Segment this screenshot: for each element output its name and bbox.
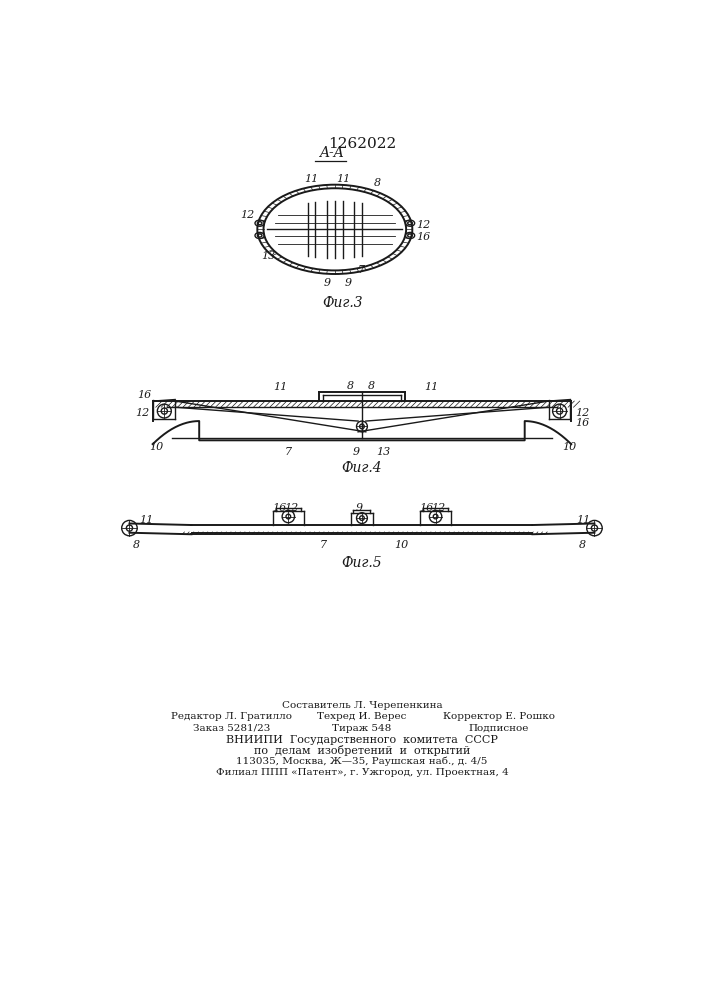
Text: Корректор Е. Рошко: Корректор Е. Рошко xyxy=(443,712,555,721)
Text: 7: 7 xyxy=(284,447,291,457)
Text: Фиг.4: Фиг.4 xyxy=(341,461,382,475)
Text: 13: 13 xyxy=(261,251,276,261)
Text: 8: 8 xyxy=(368,381,375,391)
Text: 12: 12 xyxy=(416,220,431,230)
Text: 9: 9 xyxy=(356,503,363,513)
Text: Редактор Л. Гратилло: Редактор Л. Гратилло xyxy=(171,712,292,721)
Text: 10: 10 xyxy=(395,540,409,550)
Text: 8: 8 xyxy=(346,381,354,391)
Text: Филиал ППП «Патент», г. Ужгород, ул. Проектная, 4: Филиал ППП «Патент», г. Ужгород, ул. Про… xyxy=(216,768,508,777)
Text: 8: 8 xyxy=(579,540,586,550)
Text: 10: 10 xyxy=(149,442,163,452)
Text: Техред И. Верес: Техред И. Верес xyxy=(317,712,407,721)
Text: 12: 12 xyxy=(575,408,590,418)
Text: 16: 16 xyxy=(137,390,151,400)
Text: 11: 11 xyxy=(273,382,287,392)
Text: A-A: A-A xyxy=(319,146,344,160)
Text: 8: 8 xyxy=(373,178,380,188)
Text: Тираж 548: Тираж 548 xyxy=(332,724,392,733)
Text: 12: 12 xyxy=(136,408,150,418)
Text: Фиг.5: Фиг.5 xyxy=(341,556,382,570)
Text: 11: 11 xyxy=(575,515,590,525)
Text: 1262022: 1262022 xyxy=(328,137,396,151)
Text: 13: 13 xyxy=(376,447,390,457)
Text: 11: 11 xyxy=(424,382,438,392)
Text: Подписное: Подписное xyxy=(469,724,530,733)
Text: 9: 9 xyxy=(344,278,351,288)
Text: 16: 16 xyxy=(575,418,590,428)
Text: 113035, Москва, Ж—35, Раушская наб., д. 4/5: 113035, Москва, Ж—35, Раушская наб., д. … xyxy=(236,757,488,766)
Text: Фиг.3: Фиг.3 xyxy=(322,296,363,310)
Text: 16: 16 xyxy=(419,503,433,513)
Text: 10: 10 xyxy=(562,442,576,452)
Text: 11: 11 xyxy=(139,515,153,525)
Text: ВНИИПИ  Государственного  комитета  СССР: ВНИИПИ Государственного комитета СССР xyxy=(226,735,498,745)
Text: 9: 9 xyxy=(353,447,360,457)
Text: 7: 7 xyxy=(320,540,327,550)
Text: по  делам  изобретений  и  открытий: по делам изобретений и открытий xyxy=(254,745,470,756)
Text: 12: 12 xyxy=(284,503,298,513)
Text: 16: 16 xyxy=(272,503,286,513)
Text: 9: 9 xyxy=(323,278,330,288)
Text: 16: 16 xyxy=(416,232,431,242)
Text: 7: 7 xyxy=(358,265,366,275)
Text: 12: 12 xyxy=(432,503,446,513)
Text: 12: 12 xyxy=(240,210,255,220)
Text: Заказ 5281/23: Заказ 5281/23 xyxy=(193,724,271,733)
Text: 11: 11 xyxy=(304,174,318,184)
Text: 11: 11 xyxy=(337,174,351,184)
Text: 8: 8 xyxy=(134,540,141,550)
Text: Составитель Л. Черепенкина: Составитель Л. Черепенкина xyxy=(281,701,443,710)
